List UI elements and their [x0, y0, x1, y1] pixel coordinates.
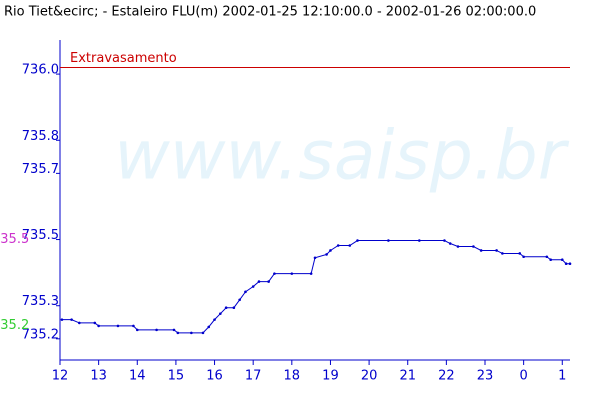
data-point [190, 331, 193, 335]
x-tick-label: 20 [361, 369, 378, 384]
x-tick-label: 13 [90, 369, 107, 384]
data-point [238, 298, 241, 302]
data-point [257, 280, 261, 283]
data-point [60, 318, 64, 321]
data-point [456, 245, 460, 248]
x-tick-label: 14 [129, 369, 146, 384]
data-point [70, 318, 73, 321]
x-tick-label: 18 [284, 369, 301, 384]
data-point [267, 280, 270, 283]
data-point [201, 331, 205, 335]
data-point [518, 252, 522, 255]
data-point [224, 306, 228, 310]
watermark: www.saisp.br [114, 117, 569, 196]
x-tick-label: 1 [558, 369, 566, 384]
data-point [232, 306, 236, 310]
x-tick-label: 15 [168, 369, 185, 384]
data-point [356, 239, 359, 242]
data-point [418, 239, 421, 242]
data-point [93, 321, 97, 325]
x-tick-label: 12 [52, 369, 69, 384]
data-point [176, 331, 180, 335]
data-point [273, 272, 276, 275]
data-point [251, 285, 255, 288]
data-point [313, 256, 317, 260]
data-point [78, 321, 81, 325]
y-tick-label: 735.7 [22, 162, 59, 177]
data-point [448, 242, 452, 245]
data-point [329, 249, 332, 252]
data-point [219, 312, 222, 315]
data-point [472, 245, 475, 248]
threshold-label: Extravasamento [70, 51, 177, 66]
x-tick-label: 21 [399, 369, 416, 384]
data-point [97, 324, 100, 328]
data-point [336, 244, 340, 247]
y-tick-label: 735.8 [22, 129, 59, 144]
data-point [443, 239, 446, 242]
data-point [545, 255, 549, 259]
data-point [495, 249, 498, 252]
data-point [479, 249, 483, 252]
y-tick-label: 735.3 [22, 294, 59, 309]
data-point [135, 328, 139, 332]
data-point [560, 258, 564, 262]
data-point [387, 239, 390, 242]
data-point [172, 328, 176, 332]
data-line [61, 240, 570, 334]
data-point [207, 325, 211, 329]
x-tick-label: 23 [477, 369, 494, 384]
data-point [132, 324, 135, 328]
data-point [564, 262, 568, 266]
chart-title: Rio Tiet&ecirc; - Estaleiro FLU(m) 2002-… [4, 5, 536, 20]
y-tick-label: 735.5 [22, 228, 59, 243]
data-point [309, 272, 313, 275]
x-tick-label: 22 [438, 369, 455, 384]
x-tick-label: 16 [206, 369, 223, 384]
data-point [290, 272, 294, 275]
reference-label: 735.2 [0, 318, 29, 333]
x-tick-label: 0 [519, 369, 527, 384]
y-tick-label: 736.0 [22, 63, 59, 78]
data-point [213, 318, 216, 321]
x-tick-label: 19 [322, 369, 339, 384]
data-point [549, 258, 552, 262]
data-point [244, 290, 247, 294]
data-point [116, 324, 120, 328]
data-point [155, 328, 158, 332]
reference-label: 735.5 [0, 232, 29, 247]
y-tick-label: 735.2 [22, 327, 59, 342]
data-point [568, 262, 572, 266]
data-point [501, 252, 504, 255]
data-point [348, 244, 352, 247]
data-point [522, 255, 525, 259]
x-tick-label: 17 [245, 369, 262, 384]
data-point [325, 253, 328, 256]
